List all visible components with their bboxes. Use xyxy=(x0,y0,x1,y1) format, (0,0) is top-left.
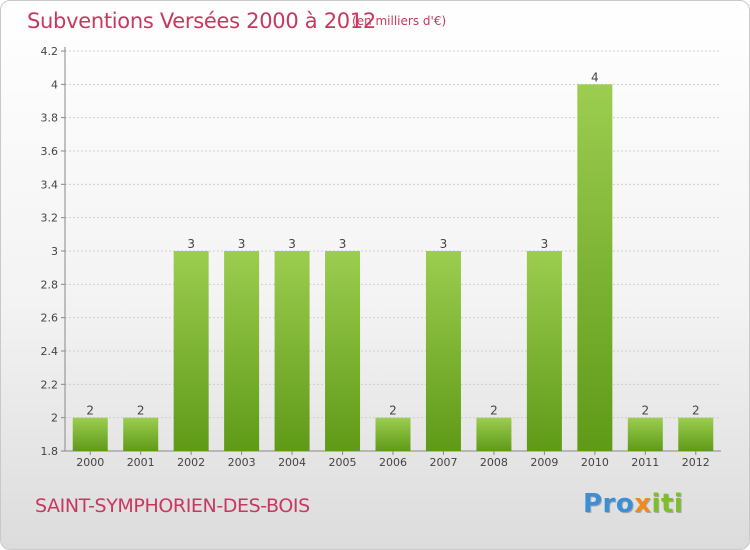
y-tick-label: 3 xyxy=(51,245,58,258)
y-tick-label: 4 xyxy=(51,78,58,91)
x-tick-label: 2003 xyxy=(228,456,256,469)
data-label: 3 xyxy=(288,237,296,251)
x-tick-label: 2010 xyxy=(581,456,609,469)
bar xyxy=(577,84,613,451)
data-label: 2 xyxy=(86,404,94,418)
bar xyxy=(72,417,108,451)
chart-title: Subventions Versées 2000 à 2012 xyxy=(27,9,376,33)
bar xyxy=(678,417,714,451)
x-tick-label: 2000 xyxy=(76,456,104,469)
proxiti-logo: Proxiti xyxy=(583,489,683,519)
y-tick-label: 3.4 xyxy=(41,178,59,191)
bar xyxy=(173,251,209,451)
data-label: 3 xyxy=(541,237,549,251)
x-tick-label: 2007 xyxy=(429,456,457,469)
bar xyxy=(425,251,461,451)
x-tick-label: 2008 xyxy=(480,456,508,469)
x-tick-label: 2009 xyxy=(530,456,558,469)
bar xyxy=(123,417,159,451)
y-tick-label: 1.8 xyxy=(41,445,59,458)
x-tick-label: 2001 xyxy=(127,456,155,469)
bar xyxy=(476,417,512,451)
logo-part-pro: Pro xyxy=(583,489,635,519)
x-tick-label: 2002 xyxy=(177,456,205,469)
y-tick-label: 2.8 xyxy=(41,278,59,291)
data-label: 3 xyxy=(187,237,195,251)
x-tick-label: 2012 xyxy=(682,456,710,469)
logo-part-x: x xyxy=(634,489,652,519)
bar xyxy=(627,417,663,451)
y-tick-label: 2 xyxy=(51,412,58,425)
data-label: 3 xyxy=(238,237,246,251)
data-label: 2 xyxy=(641,404,649,418)
logo-part-iti: iti xyxy=(651,489,684,519)
data-label: 2 xyxy=(137,404,145,418)
bar xyxy=(274,251,310,451)
town-name: SAINT-SYMPHORIEN-DES-BOIS xyxy=(35,495,310,517)
y-tick-label: 3.2 xyxy=(41,212,59,225)
data-label: 3 xyxy=(339,237,347,251)
data-label: 2 xyxy=(490,404,498,418)
data-label: 2 xyxy=(692,404,700,418)
y-tick-label: 2.2 xyxy=(41,378,59,391)
bar xyxy=(375,417,411,451)
x-tick-label: 2004 xyxy=(278,456,306,469)
data-label: 2 xyxy=(389,404,397,418)
y-tick-label: 2.6 xyxy=(41,312,59,325)
data-label: 4 xyxy=(591,70,599,84)
bar xyxy=(224,251,260,451)
data-label: 3 xyxy=(440,237,448,251)
x-tick-label: 2006 xyxy=(379,456,407,469)
chart-subtitle: (en milliers d'€) xyxy=(352,14,447,28)
bar xyxy=(325,251,361,451)
x-tick-label: 2011 xyxy=(631,456,659,469)
y-tick-label: 3.8 xyxy=(41,112,59,125)
x-tick-label: 2005 xyxy=(329,456,357,469)
y-tick-label: 3.6 xyxy=(41,145,59,158)
y-tick-label: 2.4 xyxy=(41,345,59,358)
y-tick-label: 4.2 xyxy=(41,45,59,58)
bar xyxy=(526,251,562,451)
